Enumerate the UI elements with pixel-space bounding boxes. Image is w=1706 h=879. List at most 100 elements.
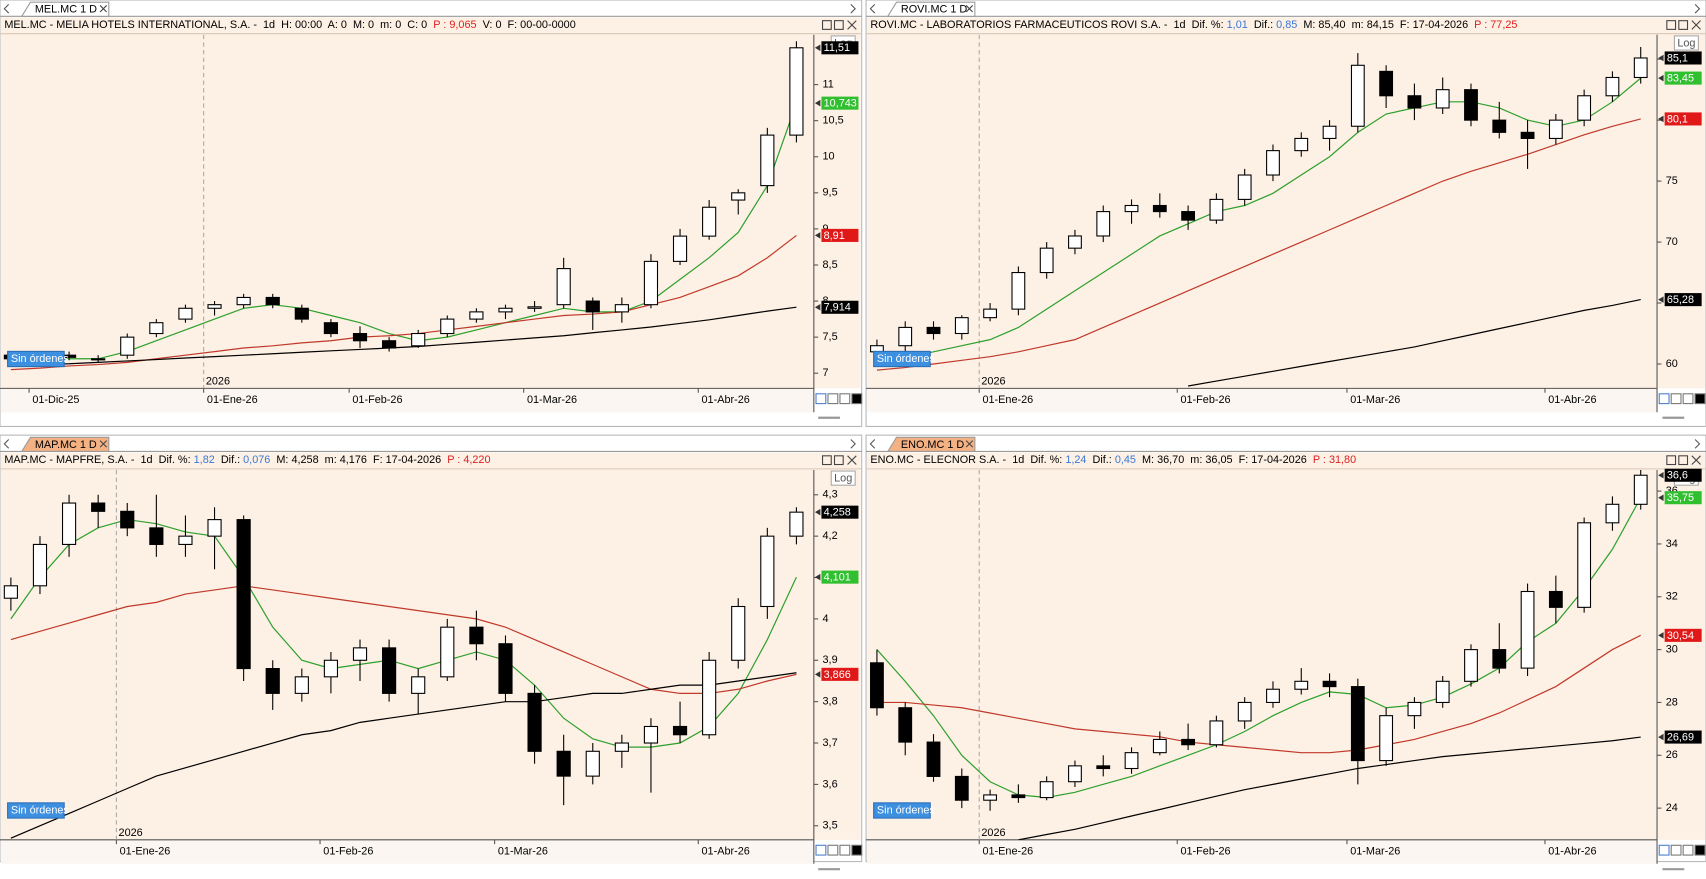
toolbar-button[interactable] [851, 844, 863, 856]
price-tag-label: 80,1 [1667, 113, 1688, 125]
maximize-button[interactable] [833, 455, 844, 466]
log-button[interactable]: Log [830, 470, 856, 486]
header-segment: 1,01 [1227, 19, 1248, 31]
tab-shape[interactable] [886, 1, 976, 17]
orders-badge-label[interactable]: Sin órdenes [877, 804, 936, 816]
tab-shape[interactable] [20, 436, 110, 453]
toolbar-button[interactable] [1682, 844, 1694, 856]
toolbar-button[interactable] [815, 393, 827, 405]
maximize-button[interactable] [1678, 455, 1689, 466]
moving-average [876, 497, 1642, 799]
price-tag [1664, 628, 1702, 642]
orders-badge-box[interactable] [873, 350, 931, 368]
tab-close[interactable] [965, 440, 974, 448]
minimize-button[interactable] [821, 455, 832, 466]
toolbar-button[interactable] [1694, 393, 1706, 405]
orders-badge-box[interactable] [7, 350, 65, 368]
orders-badge-box[interactable] [873, 802, 931, 819]
y-tick-label: 7,5 [823, 331, 838, 343]
minimize-button[interactable] [1666, 455, 1677, 466]
header-segment: P : 31,80 [1313, 454, 1356, 466]
y-tick-label: 70 [1666, 236, 1678, 248]
x-tick-label: 01-Ene-26 [120, 846, 171, 858]
tab-close[interactable] [99, 440, 108, 448]
toolbar-button[interactable] [1658, 393, 1670, 405]
chart-area [1, 17, 861, 389]
price-tag-label: 36,6 [1667, 470, 1688, 482]
tab[interactable]: MAP.MC 1 D [20, 436, 110, 453]
orders-badge-label[interactable]: Sin órdenes [11, 353, 70, 365]
price-tag [821, 505, 859, 519]
log-button-label[interactable]: Log [834, 473, 852, 485]
close-button[interactable] [1691, 20, 1701, 30]
x-tick-label: 01-Feb-26 [1180, 394, 1230, 406]
orders-badge[interactable]: Sin órdenes [873, 350, 936, 368]
log-button-label[interactable]: Log [1677, 37, 1695, 49]
tab[interactable]: MEL.MC 1 D [20, 1, 110, 17]
minimize-button[interactable] [1666, 20, 1677, 30]
toolbar-button[interactable] [1658, 844, 1670, 856]
tab-shape[interactable] [886, 436, 976, 453]
tab-label[interactable]: MEL.MC 1 D [35, 4, 97, 16]
y-tick-label: 75 [1666, 175, 1678, 187]
log-button-box[interactable] [1673, 35, 1699, 51]
orders-badge-label[interactable]: Sin órdenes [877, 353, 936, 365]
toolbar-button[interactable] [839, 844, 851, 856]
toolbar-button[interactable] [1682, 393, 1694, 405]
tab[interactable]: ROVI.MC 1 D [886, 1, 976, 17]
maximize-button[interactable] [1678, 20, 1689, 30]
maximize-button[interactable] [833, 20, 844, 30]
tab-label[interactable]: ROVI.MC 1 D [901, 4, 968, 16]
toolbar-button[interactable] [851, 393, 863, 405]
minimize-button[interactable] [821, 20, 832, 30]
toolbar-button[interactable] [1694, 844, 1706, 856]
candle-body [760, 134, 775, 187]
price-tag-pointer [814, 304, 821, 311]
candle-body [1407, 95, 1422, 109]
candle-body [556, 268, 571, 306]
tab-close[interactable] [99, 5, 108, 13]
close-button[interactable] [847, 455, 857, 465]
x-tick-label: 01-Dic-25 [32, 394, 79, 406]
year-label: 2026 [981, 827, 1005, 839]
tab-arrow-left [869, 439, 876, 449]
toolbar-button[interactable] [815, 844, 827, 856]
moving-average [10, 585, 797, 695]
chart-header: ENO.MC - ELECNOR S.A. - 1d Dif. %: 1,24 … [870, 454, 1356, 466]
orders-badge-box[interactable] [7, 802, 65, 819]
y-tick-label: 4,3 [823, 489, 838, 501]
tab-label[interactable]: ENO.MC 1 D [901, 439, 965, 451]
orders-badge[interactable]: Sin órdenes [7, 350, 70, 368]
price-tag-pointer [814, 508, 821, 516]
price-tag-label: 10,743 [824, 98, 857, 110]
candle-body [1266, 688, 1280, 703]
toolbar-button[interactable] [827, 844, 839, 856]
y-tick-label: 34 [1666, 538, 1678, 550]
tab-close[interactable] [965, 5, 974, 13]
orders-badge[interactable]: Sin órdenes [7, 802, 70, 819]
close-button[interactable] [847, 20, 857, 30]
price-tag [821, 228, 859, 242]
orders-badge-label[interactable]: Sin órdenes [11, 804, 70, 816]
tab-shape[interactable] [20, 1, 110, 17]
header-segment: P : 77,25 [1474, 19, 1517, 31]
close-button[interactable] [1691, 455, 1701, 465]
tab-label[interactable]: MAP.MC 1 D [35, 439, 97, 451]
toolbar-button[interactable] [1670, 393, 1682, 405]
candle-body [1181, 211, 1196, 221]
y-tick-label: 3,8 [823, 696, 838, 708]
candle-body [672, 235, 688, 262]
price-tag [1664, 491, 1702, 505]
chart-header: ROVI.MC - LABORATORIOS FARMACEUTICOS ROV… [870, 19, 1517, 31]
toolbar-button[interactable] [1670, 844, 1682, 856]
log-button[interactable]: Log [1673, 35, 1699, 51]
y-tick-label: 26 [1666, 749, 1678, 761]
toolbar-button[interactable] [827, 393, 839, 405]
log-button-box[interactable] [830, 470, 856, 486]
candle-body [440, 626, 455, 678]
toolbar-button[interactable] [839, 393, 851, 405]
tab[interactable]: ENO.MC 1 D [886, 436, 976, 453]
orders-badge[interactable]: Sin órdenes [873, 802, 936, 819]
candle-body [3, 585, 18, 599]
candle-body [672, 725, 688, 736]
